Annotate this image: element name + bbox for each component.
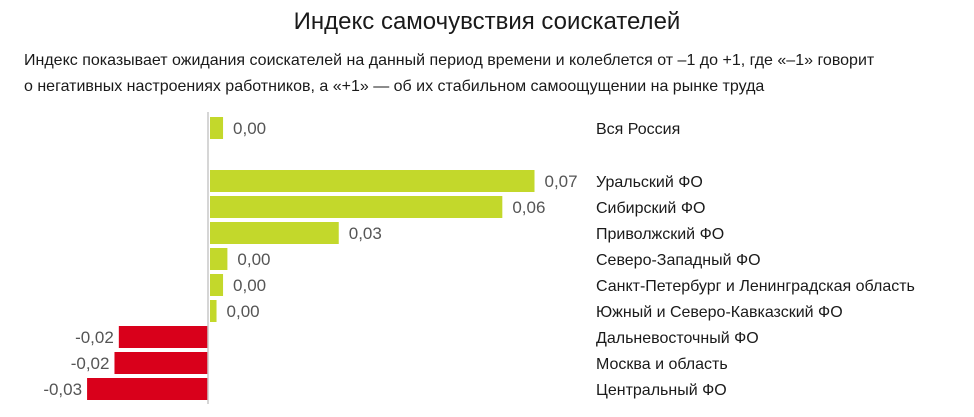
category-label-1: Вся Россия <box>596 121 680 138</box>
subtitle-line-2: о негативных настроениях работников, а «… <box>24 78 765 95</box>
bar-8 <box>118 326 208 348</box>
value-label-6: 0,00 <box>233 276 266 295</box>
value-label-7: 0,00 <box>227 302 260 321</box>
category-label-4: Приволжский ФО <box>596 226 724 243</box>
value-label-9: -0,02 <box>71 354 110 373</box>
bar-4 <box>210 222 339 244</box>
bar-6 <box>210 274 224 296</box>
bar-3 <box>210 196 503 218</box>
category-label-8: Дальневосточный ФО <box>596 330 759 347</box>
bar-1 <box>210 117 224 139</box>
value-label-2: 0,07 <box>545 172 578 191</box>
value-label-3: 0,06 <box>512 198 545 217</box>
value-label-10: -0,03 <box>43 380 82 399</box>
category-label-10: Центральный ФО <box>596 382 727 399</box>
bar-9 <box>114 352 208 374</box>
value-label-4: 0,03 <box>349 224 382 243</box>
bar-10 <box>87 378 208 400</box>
bar-5 <box>210 248 228 270</box>
value-label-5: 0,00 <box>237 250 270 269</box>
category-label-5: Северо-Западный ФО <box>596 252 761 269</box>
category-label-7: Южный и Северо-Кавказский ФО <box>596 304 843 321</box>
value-label-8: -0,02 <box>75 328 114 347</box>
bar-7 <box>210 300 217 322</box>
category-label-9: Москва и область <box>596 356 728 373</box>
chart-title: Индекс самочувствия соискателей <box>293 8 681 35</box>
category-label-3: Сибирский ФО <box>596 200 705 217</box>
chart-subtitle: Индекс показывает ожидания соискателей н… <box>24 48 954 100</box>
category-label-2: Уральский ФО <box>596 174 703 191</box>
value-label-1: 0,00 <box>233 119 266 138</box>
category-label-6: Санкт-Петербург и Ленинградская область <box>596 278 915 295</box>
subtitle-line-1: Индекс показывает ожидания соискателей н… <box>24 52 875 69</box>
bar-2 <box>210 170 535 192</box>
